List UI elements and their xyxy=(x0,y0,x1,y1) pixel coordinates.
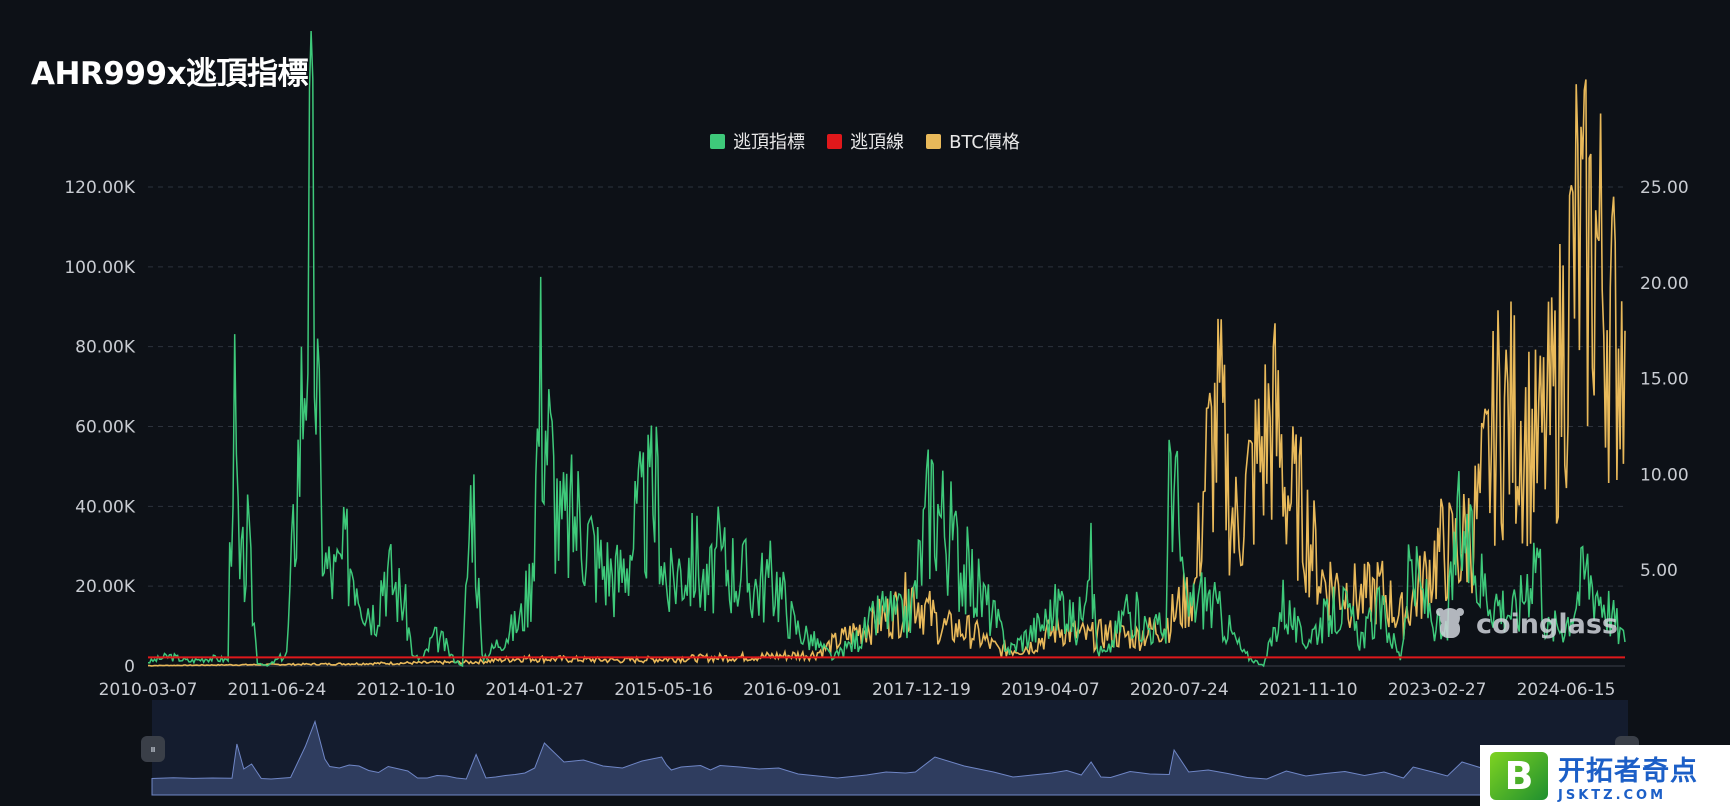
grid-lines xyxy=(148,186,1625,587)
site-badge[interactable]: B 开拓者奇点 JSKTZ.COM xyxy=(1480,745,1730,806)
site-url: JSKTZ.COM xyxy=(1558,787,1667,803)
zoom-preview-area xyxy=(151,719,1629,796)
x-tick-label: 2024-06-15 xyxy=(1517,680,1616,700)
x-tick-label: 2021-11-10 xyxy=(1259,680,1358,700)
legend-label-escape-line: 逃頂線 xyxy=(850,132,905,153)
y-axis-left: 0 20.00K 40.00K 60.00K 80.00K 100.00K 120.00K xyxy=(64,178,135,677)
x-tick-label: 2016-09-01 xyxy=(743,680,842,700)
page-title: AHR999x逃頂指標 xyxy=(31,56,309,92)
x-tick-label: 2017-12-19 xyxy=(872,680,971,700)
legend-swatch-escape-line xyxy=(827,133,843,149)
y-left-tick-label: 20.00K xyxy=(75,577,136,597)
y-right-tick-label: 10.00 xyxy=(1640,465,1689,485)
y-right-tick-label: 25.00 xyxy=(1640,178,1689,198)
y-axis-right: 5.00 10.00 15.00 20.00 25.00 xyxy=(1640,178,1689,581)
x-axis: 2010-03-07 2011-06-24 2012-10-10 2014-01-27… xyxy=(99,665,1625,700)
legend-label-indicator: 逃頂指標 xyxy=(733,132,806,153)
zoom-slider[interactable] xyxy=(151,700,1629,796)
legend-swatch-indicator xyxy=(710,133,726,149)
zoom-handle-left-glyph: ⏸ xyxy=(149,741,156,756)
x-tick-label: 2015-05-16 xyxy=(614,680,713,700)
y-right-tick-label: 20.00 xyxy=(1640,274,1689,294)
y-left-tick-label: 0 xyxy=(124,657,135,677)
series-line-btc-price xyxy=(148,79,1626,667)
site-name: 开拓者奇点 xyxy=(1558,755,1698,787)
series-group xyxy=(147,30,1626,668)
x-tick-label: 2020-07-24 xyxy=(1130,680,1229,700)
y-left-tick-label: 120.00K xyxy=(64,178,135,198)
coinglass-watermark: coinglass xyxy=(1432,604,1618,644)
legend-item-btc-price[interactable]: BTC價格 xyxy=(926,128,1020,154)
x-tick-label: 2012-10-10 xyxy=(356,680,455,700)
site-logo-icon: B xyxy=(1490,751,1548,800)
x-tick-label: 2014-01-27 xyxy=(485,680,584,700)
x-tick-label: 2011-06-24 xyxy=(228,680,327,700)
legend-label-btc-price: BTC價格 xyxy=(949,132,1020,153)
legend-swatch-btc-price xyxy=(926,133,942,149)
watermark-text: coinglass xyxy=(1476,608,1618,640)
y-left-tick-label: 60.00K xyxy=(75,418,136,438)
x-tick-label: 2023-02-27 xyxy=(1388,680,1487,700)
y-left-tick-label: 80.00K xyxy=(75,338,136,358)
chart-legend: 逃頂指標 逃頂線 BTC價格 xyxy=(0,128,1730,154)
zoom-handle-left[interactable]: ⏸ xyxy=(141,736,165,762)
x-tick-label: 2010-03-07 xyxy=(99,680,198,700)
y-left-tick-label: 40.00K xyxy=(75,497,136,517)
x-tick-label: 2019-04-07 xyxy=(1001,680,1100,700)
y-right-tick-label: 15.00 xyxy=(1640,370,1689,390)
y-left-tick-label: 100.00K xyxy=(64,258,135,278)
coinglass-logo-icon xyxy=(1436,608,1464,638)
y-right-tick-label: 5.00 xyxy=(1640,561,1678,581)
legend-item-escape-line[interactable]: 逃頂線 xyxy=(827,128,904,154)
legend-item-indicator[interactable]: 逃頂指標 xyxy=(710,128,805,154)
series-line-indicator xyxy=(147,30,1626,668)
